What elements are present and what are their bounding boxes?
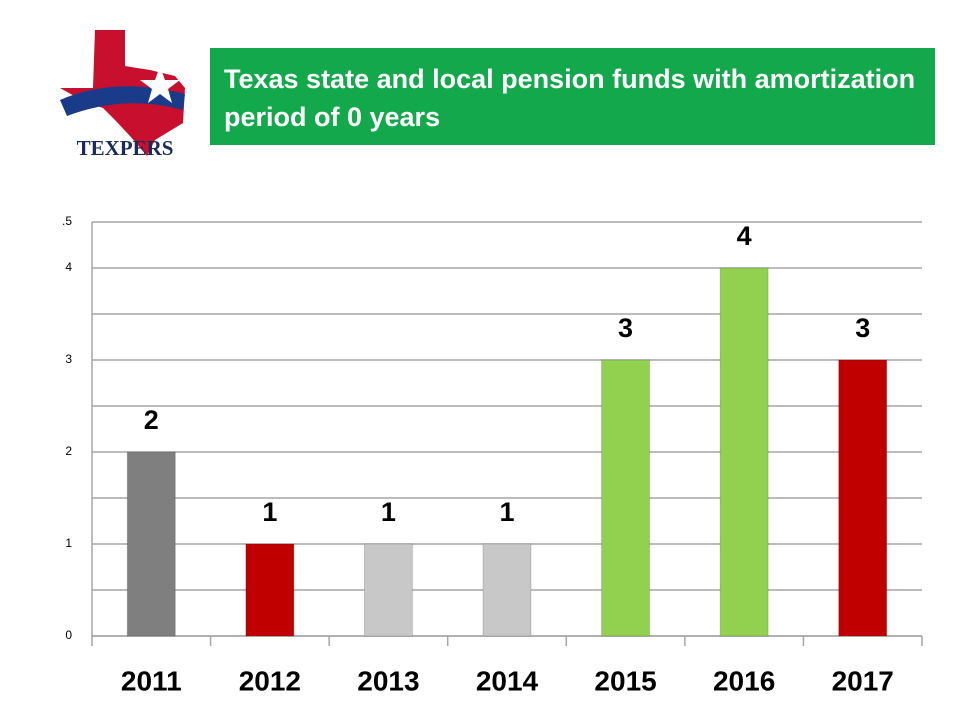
bar [838,359,888,637]
logo-text: TEXPERS [77,136,174,160]
y-tick-label: 1 [65,536,72,550]
bar [245,543,295,637]
x-tick-label: 2014 [476,665,539,696]
bar [363,543,413,637]
x-tick-label: 2012 [239,665,301,696]
value-label: 2 [144,405,159,435]
y-tick-label: 0 [65,628,72,642]
y-tick-label: 3 [65,352,72,366]
value-label: 4 [737,221,752,251]
y-tick-label: 4 [65,260,72,274]
logo: TEXPERS [60,30,185,160]
x-tick-label: 2015 [594,665,656,696]
bar [719,267,769,637]
bar [601,359,651,637]
x-tick-label: 2011 [121,665,182,696]
x-tick-label: 2017 [832,665,894,696]
y-tick-label: 2 [65,444,72,458]
value-label: 3 [855,313,870,343]
logo-star [140,66,180,103]
value-label: 1 [381,497,396,527]
x-tick-label: 2013 [357,665,419,696]
chart-title: Texas state and local pension funds with… [210,48,935,145]
bar [482,543,532,637]
value-label: 1 [499,497,514,527]
value-label: 3 [618,313,633,343]
x-tick-label: 2016 [713,665,775,696]
value-label: 1 [262,497,277,527]
bar [126,451,176,637]
y-tick-label: .5 [62,214,72,228]
